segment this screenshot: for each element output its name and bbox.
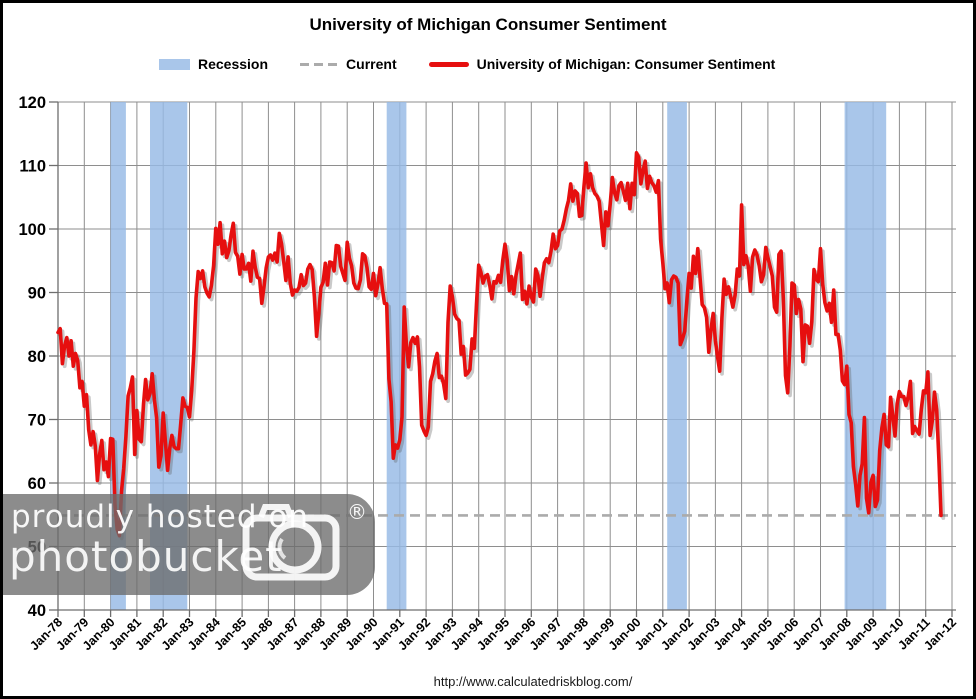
legend-item-recession: Recession	[159, 56, 268, 72]
y-tick-label: 120	[18, 94, 46, 112]
watermark-text-line2: photobucket	[9, 532, 283, 581]
y-tick-label: 80	[28, 348, 46, 366]
y-tick-label: 100	[18, 221, 46, 239]
camera-body	[242, 514, 340, 581]
camera-icon	[242, 504, 340, 581]
legend-item-series: University of Michigan: Consumer Sentime…	[428, 56, 776, 72]
camera-flash-bump	[258, 504, 294, 519]
sentiment-chart-plot: 405060708090100110120Jan-78Jan-79Jan-80J…	[18, 94, 959, 653]
series-line-swatch	[428, 61, 469, 67]
y-tick-label: 90	[28, 285, 46, 303]
y-tick-label: 70	[28, 412, 46, 430]
legend: Recession Current University of Michigan…	[159, 56, 775, 72]
camera-lens	[268, 520, 322, 574]
legend-label-current: Current	[346, 56, 397, 72]
recession-band	[667, 102, 687, 610]
chart-title: University of Michigan Consumer Sentimen…	[309, 15, 667, 34]
sentiment-line	[56, 151, 943, 538]
y-tick-label: 40	[28, 602, 46, 620]
legend-label-series: University of Michigan: Consumer Sentime…	[476, 56, 776, 72]
photobucket-watermark: proudly hosted on photobucket ®	[3, 494, 375, 595]
recession-swatch	[159, 58, 190, 70]
recession-band	[386, 102, 407, 610]
current-dash-swatch	[300, 62, 339, 66]
legend-label-recession: Recession	[198, 56, 269, 72]
camera-lens-highlight	[277, 537, 287, 560]
y-tick-label: 60	[28, 475, 46, 493]
recession-band	[844, 102, 887, 610]
source-url: http://www.calculatedriskblog.com/	[433, 674, 633, 689]
registered-trademark-icon: ®	[347, 500, 367, 524]
y-tick-label: 110	[19, 158, 46, 176]
legend-item-current: Current	[300, 56, 397, 72]
